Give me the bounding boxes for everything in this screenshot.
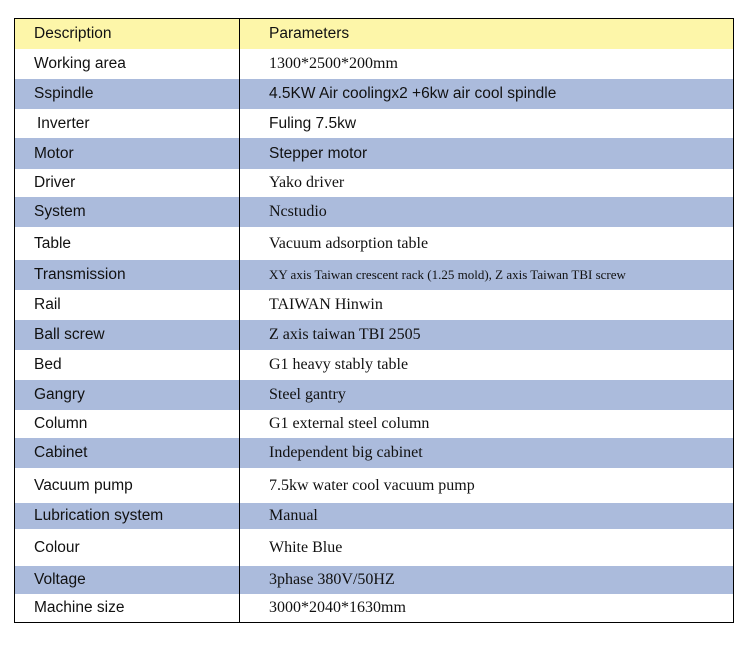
row-description: Vacuum pump	[15, 468, 240, 503]
row-parameter: Ncstudio	[269, 203, 327, 220]
row-parameter: 3phase 380V/50HZ	[269, 571, 395, 588]
table-row: Ball screw Z axis taiwan TBI 2505	[15, 320, 733, 350]
row-description: Table	[15, 227, 240, 260]
table-row: Vacuum pump 7.5kw water cool vacuum pump	[15, 468, 733, 503]
row-parameter: Yako driver	[269, 174, 345, 191]
row-description: Working area	[15, 49, 240, 79]
table-row: Table Vacuum adsorption table	[15, 227, 733, 260]
row-description: Column	[15, 410, 240, 438]
row-parameter: Fuling 7.5kw	[269, 114, 357, 132]
row-description: Bed	[15, 350, 240, 380]
table-row: System Ncstudio	[15, 197, 733, 227]
table-row: Column G1 external steel column	[15, 410, 733, 438]
table-row: Rail TAIWAN Hinwin	[15, 290, 733, 320]
row-parameter: G1 heavy stably table	[269, 356, 409, 373]
row-description: Driver	[15, 169, 240, 197]
table-row: Inverter Fuling 7.5kw	[15, 109, 733, 138]
row-parameter: XY axis Taiwan crescent rack (1.25 mold)…	[269, 267, 626, 282]
row-description: Transmission	[15, 260, 240, 290]
row-description: Lubrication system	[15, 503, 240, 529]
row-description: Colour	[15, 529, 240, 566]
header-parameters: Parameters	[269, 25, 350, 42]
row-description: Inverter	[15, 109, 240, 138]
row-parameter: Stepper motor	[269, 144, 368, 162]
row-description: Rail	[15, 290, 240, 320]
row-parameter: Steel gantry	[269, 386, 346, 403]
row-description: Gangry	[15, 380, 240, 410]
row-parameter: Z axis taiwan TBI 2505	[269, 326, 421, 343]
row-parameter: TAIWAN Hinwin	[269, 296, 383, 313]
table-row: Motor Stepper motor	[15, 138, 733, 169]
row-description: Machine size	[15, 594, 240, 622]
table-row: Colour White Blue	[15, 529, 733, 566]
table-row: Lubrication system Manual	[15, 503, 733, 529]
row-description: Cabinet	[15, 438, 240, 468]
row-parameter: G1 external steel column	[269, 415, 430, 432]
row-parameter: Manual	[269, 507, 318, 524]
table-row: Working area 1300*2500*200mm	[15, 49, 733, 79]
table-row: Transmission XY axis Taiwan crescent rack…	[15, 260, 733, 290]
table-row: Voltage 3phase 380V/50HZ	[15, 566, 733, 594]
spec-table: Description Parameters Working area 1300*…	[14, 18, 734, 623]
header-description: Description	[15, 19, 240, 49]
row-parameter: Independent big cabinet	[269, 444, 423, 461]
table-row: Driver Yako driver	[15, 169, 733, 197]
row-description: Sspindle	[15, 79, 240, 109]
table-row: Bed G1 heavy stably table	[15, 350, 733, 380]
row-description: System	[15, 197, 240, 227]
row-parameter: 3000*2040*1630mm	[269, 599, 406, 616]
table-header-row: Description Parameters	[15, 19, 733, 49]
table-row: Machine size 3000*2040*1630mm	[15, 594, 733, 622]
row-parameter: White Blue	[269, 538, 343, 556]
row-description: Voltage	[15, 566, 240, 594]
row-parameter: 7.5kw water cool vacuum pump	[269, 476, 475, 494]
row-parameter: Vacuum adsorption table	[269, 234, 429, 252]
row-parameter: 1300*2500*200mm	[269, 55, 398, 72]
row-description: Ball screw	[15, 320, 240, 350]
row-parameter: 4.5KW Air coolingx2 +6kw air cool spindl…	[269, 85, 557, 102]
row-description: Motor	[15, 138, 240, 169]
table-row: Gangry Steel gantry	[15, 380, 733, 410]
table-row: Sspindle 4.5KW Air coolingx2 +6kw air coo…	[15, 79, 733, 109]
table-row: Cabinet Independent big cabinet	[15, 438, 733, 468]
